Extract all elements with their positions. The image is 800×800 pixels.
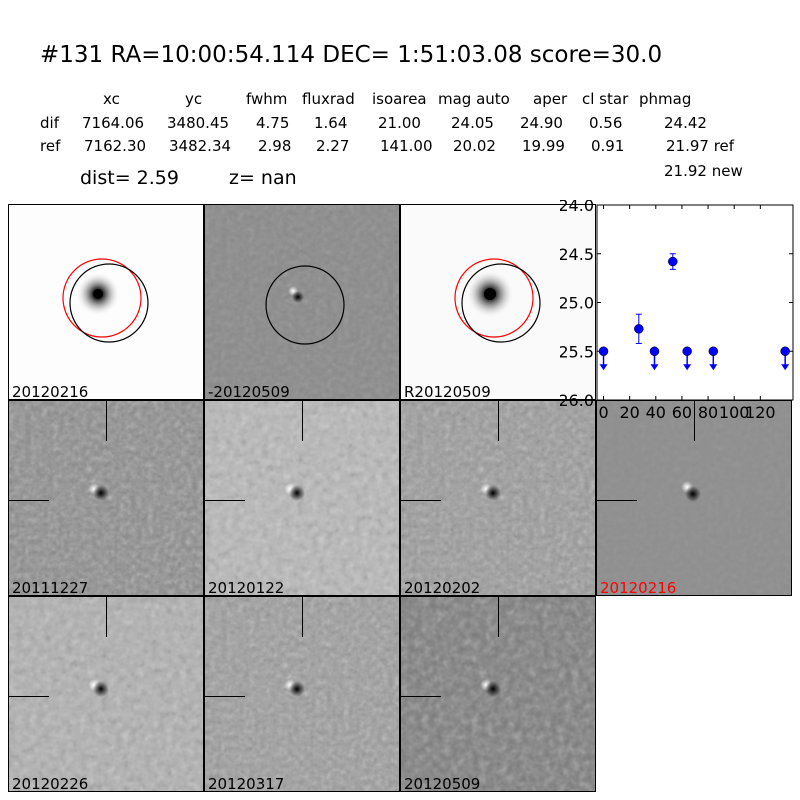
crosshair-vertical bbox=[498, 597, 499, 637]
stamp-label: 20120216 bbox=[12, 383, 89, 400]
column-header: isoarea bbox=[372, 90, 427, 108]
data-point bbox=[649, 346, 660, 356]
x-tick-label: 100 bbox=[719, 403, 750, 422]
phmag-new: 21.92 new bbox=[664, 162, 743, 180]
x-tick-label: 20 bbox=[619, 403, 639, 422]
cell-value: 21.97 ref bbox=[666, 137, 735, 155]
x-tick-label: 40 bbox=[646, 403, 666, 422]
stamp-label: 20120226 bbox=[12, 775, 89, 792]
crosshair-vertical bbox=[694, 401, 695, 441]
stamp-history: 20120202 bbox=[400, 400, 596, 596]
cell-value: 2.98 bbox=[258, 137, 292, 155]
upper-limit-arrowhead bbox=[599, 364, 608, 371]
crosshair-vertical bbox=[106, 401, 107, 441]
cell-value: 141.00 bbox=[380, 137, 433, 155]
cell-value: 0.56 bbox=[589, 114, 623, 132]
stamp-history: 20120317 bbox=[204, 596, 400, 792]
upper-limit-arrowhead bbox=[781, 364, 790, 371]
stamp-diff: -20120509 bbox=[204, 204, 400, 400]
data-point bbox=[708, 346, 719, 356]
y-tick-label: 25.5 bbox=[560, 342, 594, 361]
dist-value: dist= 2.59 bbox=[80, 167, 179, 189]
crosshair-vertical bbox=[498, 401, 499, 441]
column-header: xc bbox=[103, 90, 120, 108]
crosshair-horizontal bbox=[9, 500, 49, 501]
cell-value: 24.90 bbox=[520, 114, 563, 132]
stamp-label: R20120509 bbox=[404, 383, 491, 400]
data-point bbox=[634, 324, 644, 334]
crosshair-horizontal bbox=[401, 500, 441, 501]
column-header: mag auto bbox=[438, 90, 510, 108]
column-header: phmag bbox=[639, 90, 692, 108]
candidate-title: #131 RA=10:00:54.114 DEC= 1:51:03.08 sco… bbox=[40, 42, 663, 68]
column-header: aper bbox=[533, 90, 568, 108]
cell-value: 24.05 bbox=[451, 114, 494, 132]
cell-value: 19.99 bbox=[522, 137, 565, 155]
crosshair-horizontal bbox=[205, 696, 245, 697]
cell-value: 7162.30 bbox=[84, 137, 147, 155]
cell-value: 4.75 bbox=[256, 114, 290, 132]
y-tick-label: 24.5 bbox=[560, 245, 594, 264]
crosshair-horizontal bbox=[205, 500, 245, 501]
plot-area bbox=[596, 204, 794, 401]
stamp-history: 20120509 bbox=[400, 596, 596, 792]
stamp-history: 20120122 bbox=[204, 400, 400, 596]
cell-value: 3480.45 bbox=[167, 114, 230, 132]
cell-value: 0.91 bbox=[591, 137, 625, 155]
data-point bbox=[682, 346, 692, 356]
x-tick-label: 0 bbox=[598, 403, 608, 422]
stamp-new: 20120216 bbox=[8, 204, 204, 400]
z-value: z= nan bbox=[229, 167, 297, 189]
crosshair-horizontal bbox=[9, 696, 49, 697]
crosshair-vertical bbox=[302, 597, 303, 637]
stamp-label: 20120216 bbox=[600, 579, 677, 596]
stamp-history: 20111227 bbox=[8, 400, 204, 596]
x-tick-label: 120 bbox=[745, 403, 776, 422]
upper-limit-arrowhead bbox=[683, 364, 692, 371]
data-point bbox=[598, 346, 609, 356]
x-tick-label: 60 bbox=[672, 403, 692, 422]
column-header: fwhm bbox=[246, 90, 288, 108]
cell-value: 1.64 bbox=[314, 114, 348, 132]
crosshair-horizontal bbox=[597, 500, 637, 501]
cell-value: 20.02 bbox=[453, 137, 496, 155]
stamp-label: 20111227 bbox=[12, 579, 89, 596]
y-tick-label: 24.0 bbox=[560, 200, 594, 215]
stamp-label: 20120122 bbox=[208, 579, 285, 596]
stamp-ref: R20120509 bbox=[400, 204, 596, 400]
stamp-label: 20120509 bbox=[404, 775, 481, 792]
stamp-label: 20120317 bbox=[208, 775, 285, 792]
y-tick-label: 25.0 bbox=[560, 294, 594, 313]
stamp-history: 20120216 bbox=[596, 400, 792, 596]
x-tick-label: 80 bbox=[698, 403, 718, 422]
row-label: dif bbox=[40, 114, 59, 132]
stamp-history: 20120226 bbox=[8, 596, 204, 792]
upper-limit-arrowhead bbox=[650, 364, 659, 371]
cell-value: 3482.34 bbox=[169, 137, 232, 155]
cell-value: 2.27 bbox=[316, 137, 350, 155]
cell-value: 24.42 bbox=[664, 114, 707, 132]
cell-value: 21.00 bbox=[378, 114, 421, 132]
column-header: cl star bbox=[582, 90, 629, 108]
data-point bbox=[668, 256, 678, 267]
stamp-label: 20120202 bbox=[404, 579, 481, 596]
y-tick-label: 26.0 bbox=[560, 391, 594, 410]
crosshair-horizontal bbox=[401, 696, 441, 697]
stamp-label: -20120509 bbox=[208, 383, 290, 400]
column-header: yc bbox=[185, 90, 203, 108]
row-label: ref bbox=[40, 137, 61, 155]
upper-limit-arrowhead bbox=[709, 364, 718, 371]
cell-value: 7164.06 bbox=[82, 114, 145, 132]
crosshair-vertical bbox=[106, 597, 107, 637]
column-header: fluxrad bbox=[302, 90, 355, 108]
crosshair-vertical bbox=[302, 401, 303, 441]
data-point bbox=[780, 346, 790, 356]
